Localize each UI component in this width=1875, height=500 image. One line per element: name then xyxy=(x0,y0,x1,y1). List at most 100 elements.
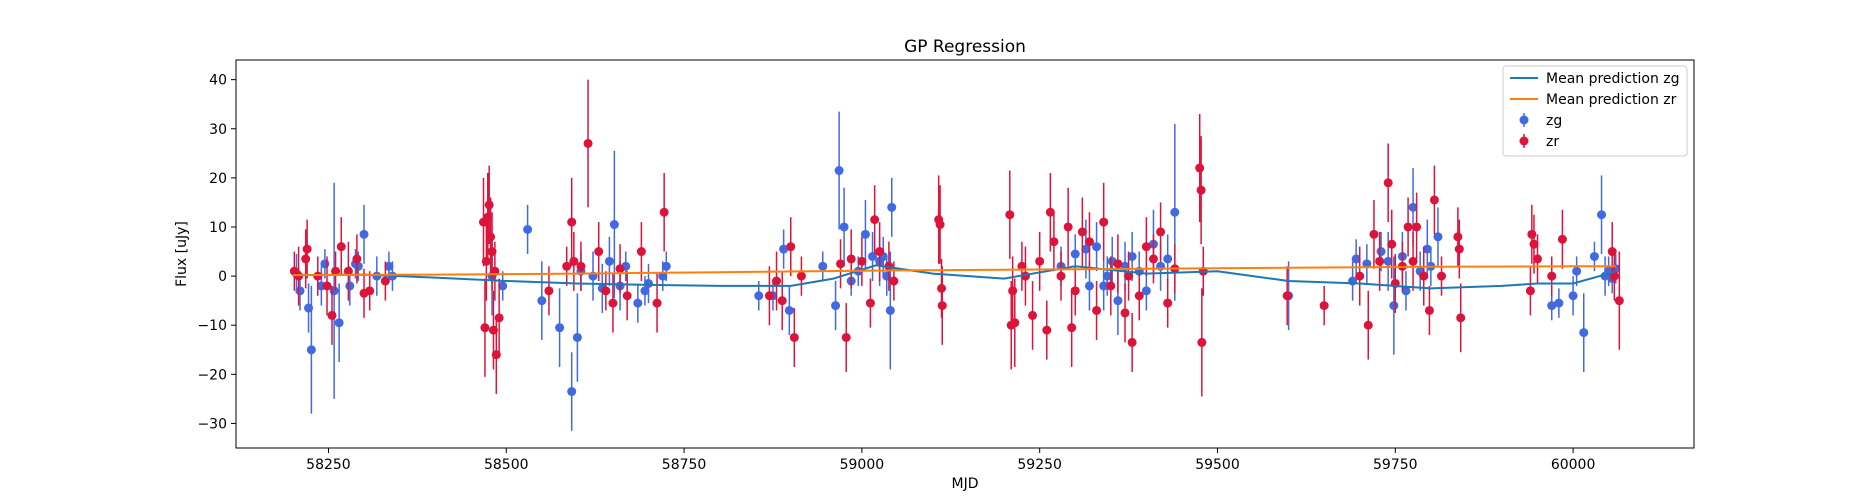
data-point-zr xyxy=(1010,318,1020,328)
data-point-zr xyxy=(870,215,880,225)
legend-label-zr: zr xyxy=(1546,134,1559,150)
data-point-zg xyxy=(1170,207,1180,217)
data-point-zr xyxy=(1063,222,1073,232)
data-point-zr xyxy=(1609,271,1619,281)
data-point-zr xyxy=(1070,286,1080,296)
data-point-zr xyxy=(1042,325,1052,335)
data-point-zg xyxy=(1070,249,1080,259)
data-point-zg xyxy=(661,261,671,271)
data-point-zg xyxy=(555,323,565,333)
data-point-zr xyxy=(889,276,899,286)
data-point-zr xyxy=(1049,237,1059,247)
data-point-zg xyxy=(523,224,533,234)
data-point-zg xyxy=(1084,281,1094,291)
data-point-zr xyxy=(1084,237,1094,247)
y-tick-label: −20 xyxy=(197,367,227,383)
data-point-zg xyxy=(1422,244,1432,254)
x-tick-label: 59750 xyxy=(1373,457,1418,473)
data-point-zr xyxy=(1008,286,1018,296)
data-point-zr xyxy=(322,281,332,291)
series-zr xyxy=(289,79,1624,397)
y-tick-label: −30 xyxy=(197,416,227,432)
data-point-zr xyxy=(302,244,312,254)
data-point-zg xyxy=(779,244,789,254)
plot-area xyxy=(289,79,1624,431)
data-point-zg xyxy=(1099,281,1109,291)
x-axis-label: MJD xyxy=(952,476,979,492)
data-point-zg xyxy=(295,286,305,296)
data-point-zg xyxy=(1597,210,1607,220)
y-axis: −30 −20 −10 0 10 20 30 40 xyxy=(197,73,236,432)
data-point-zr xyxy=(380,276,390,286)
x-tick-label: 59000 xyxy=(840,457,885,473)
data-point-zr xyxy=(1099,217,1109,227)
data-point-zg xyxy=(754,291,764,301)
data-point-zr xyxy=(1454,244,1464,254)
data-point-zr xyxy=(841,332,851,342)
data-point-zr xyxy=(1429,195,1439,205)
data-point-zr xyxy=(1028,310,1038,320)
data-point-zg xyxy=(1081,244,1091,254)
data-point-zr xyxy=(1403,222,1413,232)
x-tick-label: 59500 xyxy=(1195,457,1240,473)
data-point-zg xyxy=(1362,259,1372,269)
data-point-zr xyxy=(1408,256,1418,266)
data-point-zg xyxy=(1113,296,1123,306)
x-axis: 58250 58500 58750 59000 59250 59500 59750 60000 xyxy=(306,448,1595,473)
data-point-zg xyxy=(572,332,582,342)
legend: Mean prediction zg Mean prediction zr zg… xyxy=(1502,65,1688,157)
data-point-zr xyxy=(789,332,799,342)
data-point-zr xyxy=(1035,256,1045,266)
data-point-zr xyxy=(1525,286,1535,296)
data-point-zr xyxy=(659,207,669,217)
data-point-zg xyxy=(644,278,654,288)
y-tick-label: 10 xyxy=(209,220,227,236)
y-tick-label: 0 xyxy=(218,269,227,285)
data-point-zg xyxy=(1547,301,1557,311)
data-point-zr xyxy=(601,286,611,296)
mean-line-zg xyxy=(292,264,1617,290)
data-point-zr xyxy=(1092,305,1102,315)
data-point-zr xyxy=(343,266,353,276)
data-point-zr xyxy=(1106,281,1116,291)
data-point-zr xyxy=(1614,296,1624,306)
data-point-zr xyxy=(1547,271,1557,281)
data-point-zr xyxy=(1067,323,1077,333)
data-point-zr xyxy=(494,313,504,323)
data-point-zr xyxy=(652,298,662,308)
data-point-zg xyxy=(1383,256,1393,266)
data-point-zr xyxy=(1017,261,1027,271)
data-point-zr xyxy=(1282,291,1292,301)
data-point-zr xyxy=(583,138,593,148)
data-point-zr xyxy=(846,254,856,264)
x-tick-label: 60000 xyxy=(1551,457,1596,473)
data-point-zr xyxy=(772,276,782,286)
axes-frame xyxy=(235,59,1695,449)
data-point-zr xyxy=(1127,337,1137,347)
data-point-zg xyxy=(1433,232,1443,242)
legend-box xyxy=(1502,65,1688,157)
data-point-zr xyxy=(1419,271,1429,281)
data-point-zr xyxy=(615,264,625,274)
data-point-zg xyxy=(1568,291,1578,301)
data-point-zr xyxy=(1453,232,1463,242)
data-point-zg xyxy=(1401,286,1411,296)
data-point-zr xyxy=(622,291,632,301)
y-axis-label: Flux [uJy] xyxy=(174,221,190,287)
data-point-zr xyxy=(1355,271,1365,281)
legend-marker-zg xyxy=(1519,115,1529,125)
data-point-zr xyxy=(486,232,496,242)
data-point-zr xyxy=(1369,229,1379,239)
x-tick-label: 59250 xyxy=(1017,457,1062,473)
data-point-zr xyxy=(1156,227,1166,237)
data-point-zr xyxy=(1363,320,1373,330)
data-point-zr xyxy=(331,266,341,276)
data-point-zr xyxy=(1375,256,1385,266)
data-point-zr xyxy=(1056,271,1066,281)
series-zg xyxy=(291,111,1621,431)
data-point-zr xyxy=(1196,185,1206,195)
x-tick-label: 58500 xyxy=(484,457,529,473)
data-point-zg xyxy=(1389,301,1399,311)
data-point-zr xyxy=(1005,210,1015,220)
data-point-zg xyxy=(345,281,355,291)
